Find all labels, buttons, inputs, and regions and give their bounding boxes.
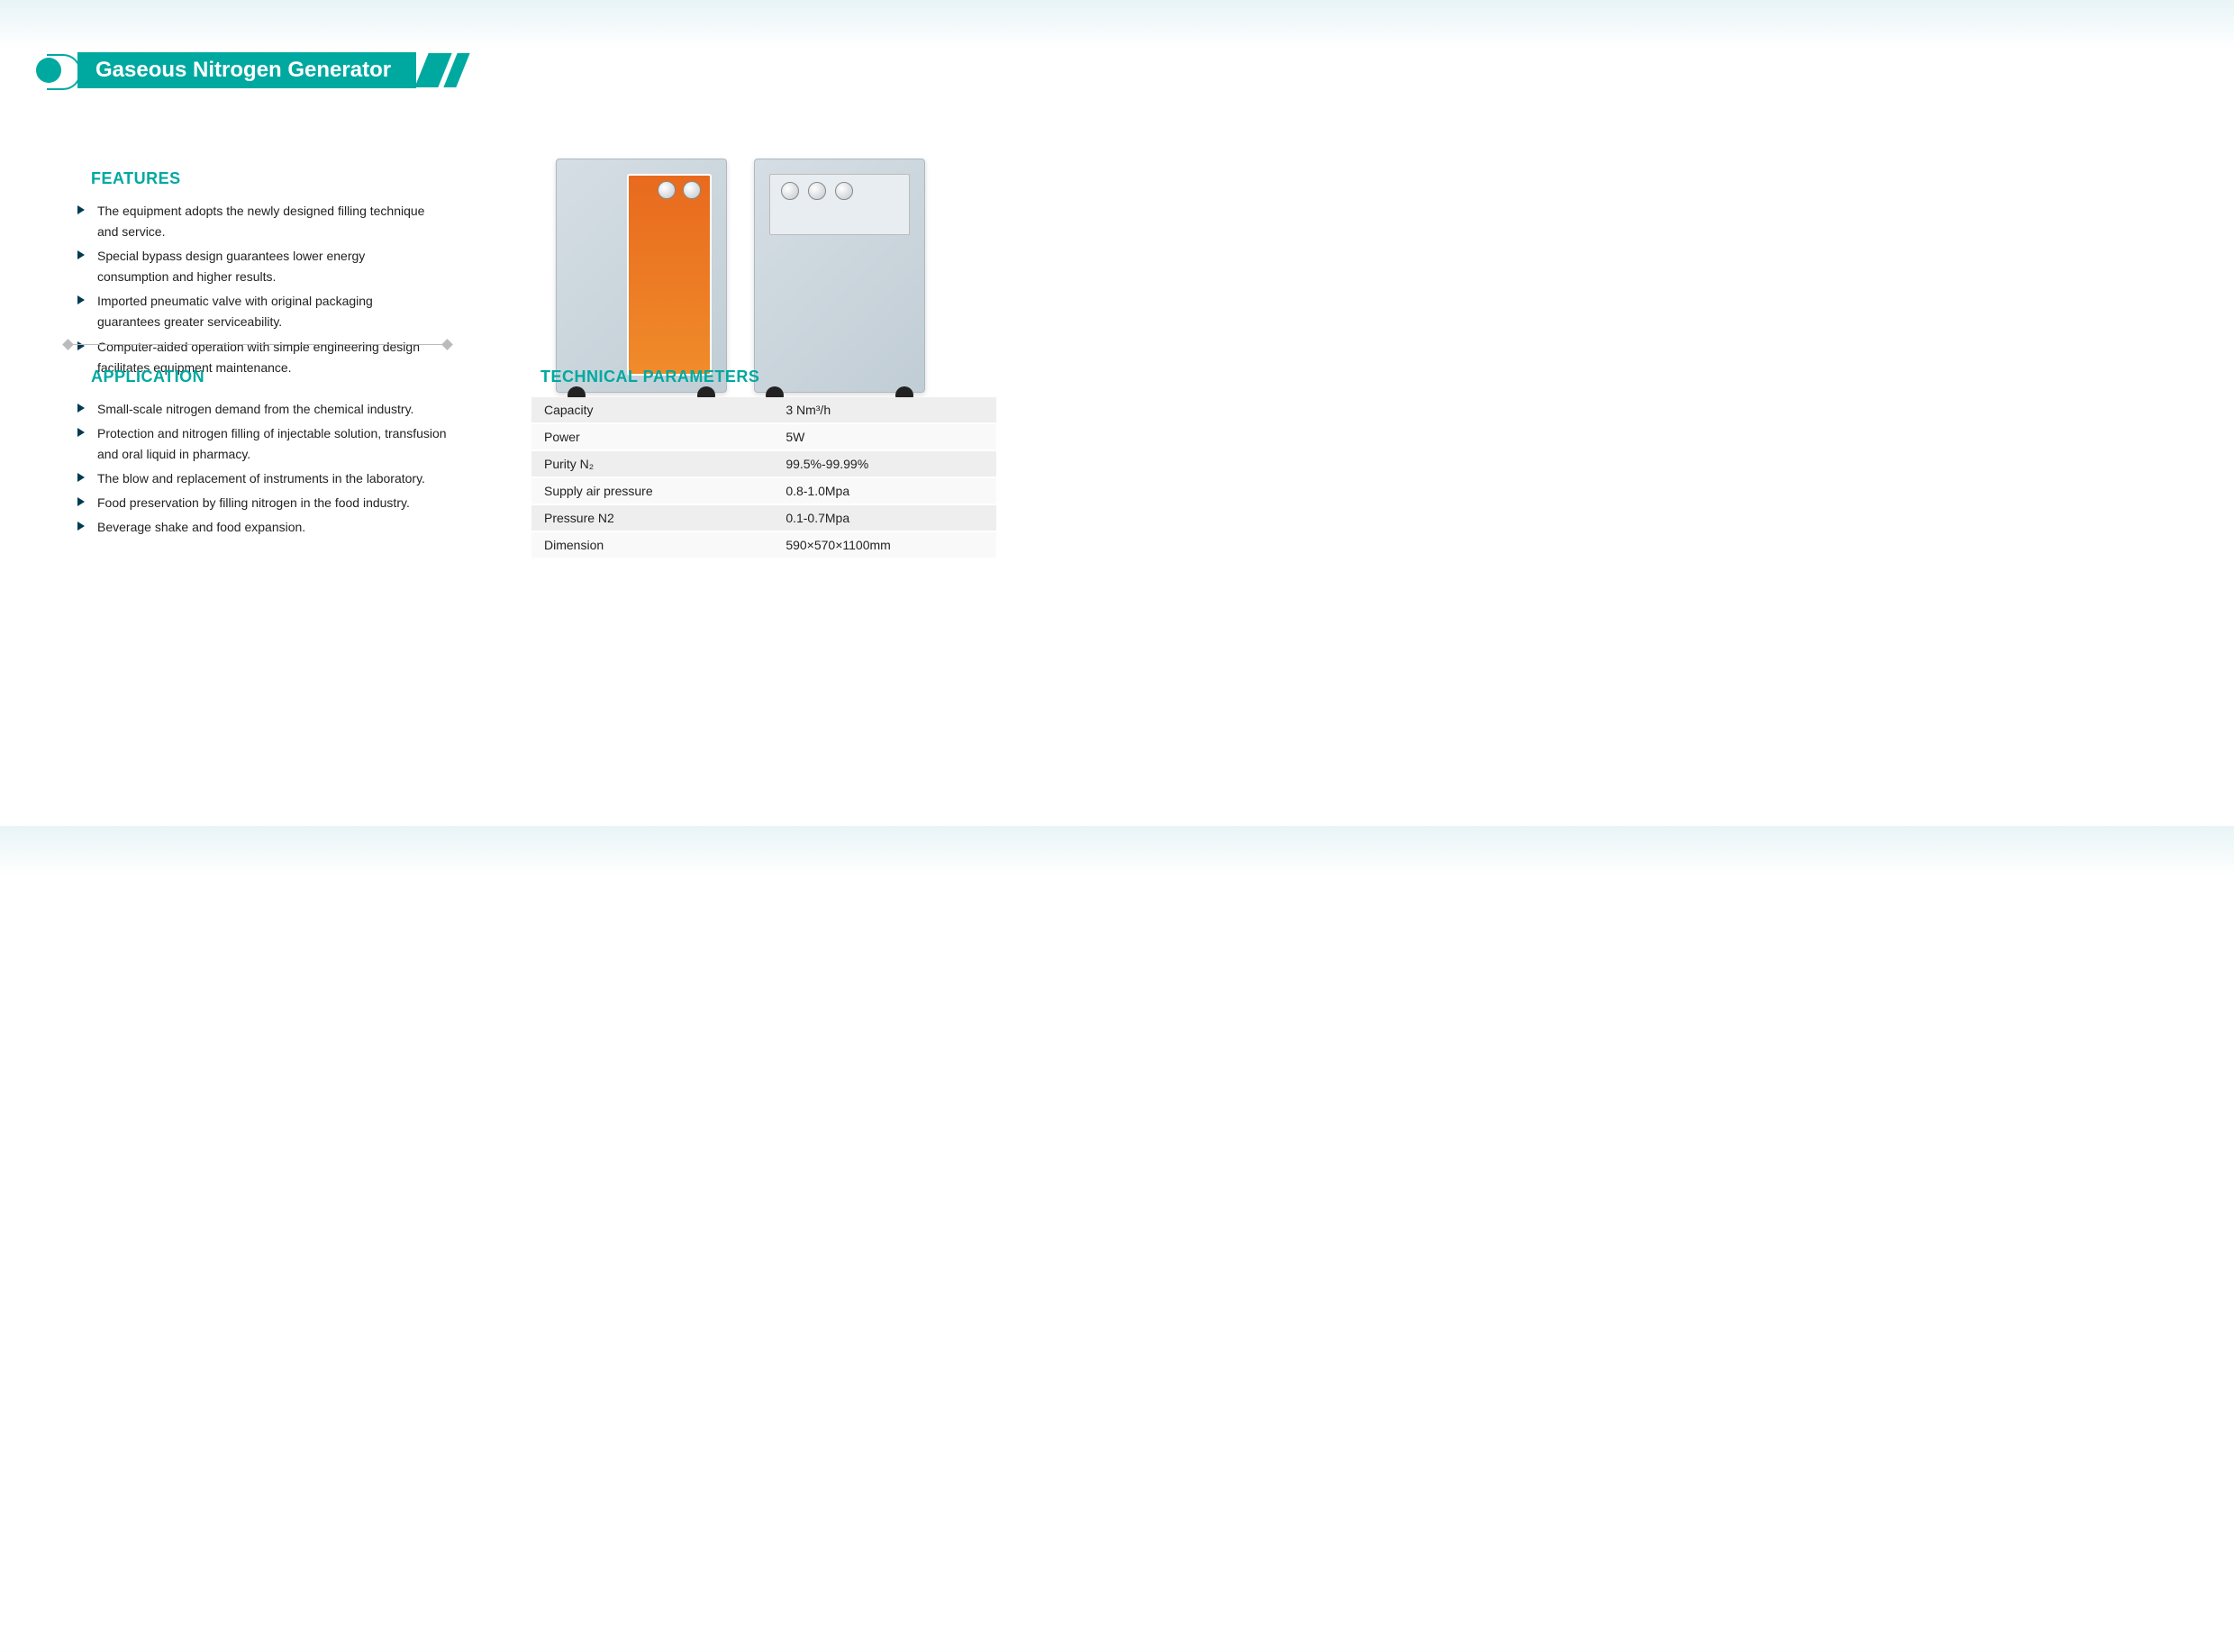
features-section: FEATURES The equipment adopts the newly … bbox=[77, 169, 429, 382]
param-label: Dimension bbox=[531, 531, 773, 558]
param-label: Pressure N2 bbox=[531, 504, 773, 531]
table-row: Purity N₂ 99.5%-99.99% bbox=[531, 450, 996, 477]
application-item: The blow and replacement of instruments … bbox=[77, 468, 447, 489]
product-image-left bbox=[556, 159, 727, 393]
table-row: Pressure N2 0.1-0.7Mpa bbox=[531, 504, 996, 531]
product-image-right bbox=[754, 159, 925, 393]
param-value: 590×570×1100mm bbox=[773, 531, 996, 558]
features-heading: FEATURES bbox=[91, 169, 429, 188]
product-images bbox=[497, 123, 984, 393]
param-label: Purity N₂ bbox=[531, 450, 773, 477]
features-list: The equipment adopts the newly designed … bbox=[77, 201, 429, 378]
application-item: Small-scale nitrogen demand from the che… bbox=[77, 399, 447, 420]
gauge-icon bbox=[781, 182, 884, 200]
technical-heading: TECHNICAL PARAMETERS bbox=[540, 368, 996, 386]
features-item: The equipment adopts the newly designed … bbox=[77, 201, 429, 242]
gauge-icon bbox=[658, 181, 701, 199]
technical-parameters-table: Capacity 3 Nm³/h Power 5W Purity N₂ 99.5… bbox=[531, 397, 996, 559]
table-row: Power 5W bbox=[531, 423, 996, 450]
application-item: Protection and nitrogen filling of injec… bbox=[77, 423, 447, 465]
table-row: Dimension 590×570×1100mm bbox=[531, 531, 996, 558]
page-title: Gaseous Nitrogen Generator bbox=[77, 52, 416, 88]
table-row: Supply air pressure 0.8-1.0Mpa bbox=[531, 477, 996, 504]
table-row: Capacity 3 Nm³/h bbox=[531, 397, 996, 423]
features-item: Imported pneumatic valve with original p… bbox=[77, 291, 429, 332]
param-label: Supply air pressure bbox=[531, 477, 773, 504]
param-value: 0.8-1.0Mpa bbox=[773, 477, 996, 504]
param-value: 0.1-0.7Mpa bbox=[773, 504, 996, 531]
application-list: Small-scale nitrogen demand from the che… bbox=[77, 399, 447, 539]
param-value: 99.5%-99.99% bbox=[773, 450, 996, 477]
application-item: Beverage shake and food expansion. bbox=[77, 517, 447, 538]
title-bar: Gaseous Nitrogen Generator bbox=[36, 52, 463, 88]
param-value: 5W bbox=[773, 423, 996, 450]
technical-parameters-section: TECHNICAL PARAMETERS Capacity 3 Nm³/h Po… bbox=[531, 368, 996, 559]
param-label: Capacity bbox=[531, 397, 773, 423]
param-label: Power bbox=[531, 423, 773, 450]
title-circle-icon bbox=[36, 58, 61, 83]
control-panel bbox=[769, 174, 910, 235]
application-section: APPLICATION Small-scale nitrogen demand … bbox=[77, 368, 447, 542]
features-item: Special bypass design guarantees lower e… bbox=[77, 246, 429, 287]
application-heading: APPLICATION bbox=[91, 368, 447, 386]
application-item: Food preservation by filling nitrogen in… bbox=[77, 493, 447, 513]
section-divider bbox=[68, 344, 447, 345]
param-value: 3 Nm³/h bbox=[773, 397, 996, 423]
